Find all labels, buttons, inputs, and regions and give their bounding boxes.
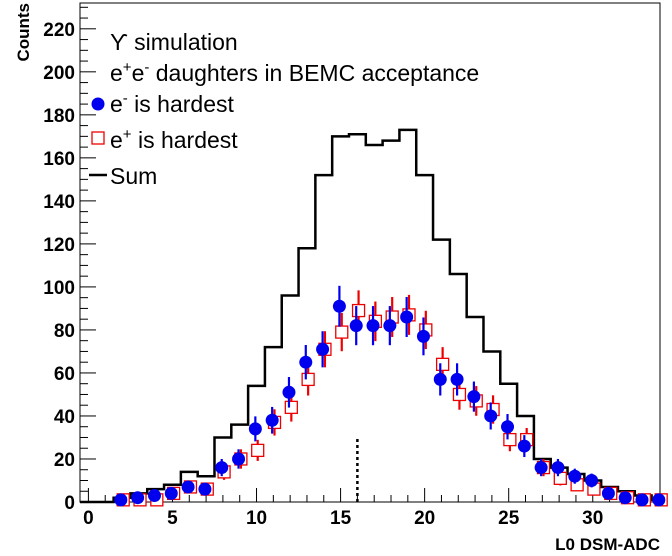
y-tick-label: 20: [54, 450, 75, 471]
legend-positron-marker: [91, 131, 105, 145]
plot-frame: [79, 2, 661, 503]
positron-point: [553, 471, 567, 485]
electron-point: [215, 461, 229, 475]
y-tick-label: 0: [64, 493, 75, 514]
x-tick-label: 0: [83, 508, 94, 529]
x-tick-label: 5: [167, 508, 178, 529]
positron-point: [301, 372, 315, 387]
data-marks: [80, 128, 668, 507]
x-tick-label: 20: [414, 508, 435, 529]
positron-point: [284, 400, 298, 415]
electron-point: [400, 310, 414, 324]
positron-point: [435, 357, 450, 371]
x-tick-label: 10: [246, 508, 267, 529]
y-tick-label: 60: [54, 364, 75, 385]
electron-point: [232, 452, 246, 466]
legend-subtitle: e+e- daughters in BEMC acceptance: [110, 59, 479, 86]
electron-point: [467, 390, 481, 404]
electron-point: [433, 372, 447, 386]
electron-point: [332, 299, 346, 313]
legend-electron-marker: [91, 97, 105, 111]
y-tick-label: 40: [54, 407, 75, 428]
electron-point: [618, 491, 632, 505]
electron-point: [450, 372, 464, 386]
electron-point: [383, 319, 397, 333]
electron-point: [484, 409, 498, 423]
axes: 0 5 10 15 20 25 30 0 20 40 60 80 100 120 140 160 180 200 2…: [43, 6, 644, 529]
legend-title: ϒ simulation: [110, 29, 238, 55]
electron-point: [114, 493, 128, 507]
x-tick-label: 25: [498, 508, 520, 529]
electron-point: [534, 461, 548, 475]
y-tick-label: 160: [43, 149, 75, 170]
legend: ϒ simulation e+e- daughters in BEMC acce…: [89, 29, 479, 189]
electron-point: [601, 486, 615, 500]
upsilon-symbol: ϒ: [110, 29, 128, 55]
positron-point: [503, 432, 517, 447]
electron-point: [551, 461, 565, 475]
electron-point: [366, 319, 380, 333]
electron-point: [265, 413, 279, 427]
electron-point: [501, 420, 515, 434]
positron-point: [452, 387, 467, 402]
electron-point: [517, 439, 531, 453]
electron-point: [316, 342, 330, 356]
electron-point: [585, 473, 599, 487]
y-tick-label: 200: [43, 63, 75, 84]
y-tick-label: 220: [43, 20, 75, 41]
electron-point: [282, 385, 296, 399]
legend-sum-label: Sum: [110, 163, 157, 189]
y-tick-label: 180: [43, 106, 75, 127]
y-tick-label: 120: [43, 235, 75, 256]
x-tick-label: 30: [582, 508, 603, 529]
y-axis-title: Counts: [14, 3, 33, 62]
electron-point: [248, 422, 262, 436]
electron-point: [416, 329, 430, 343]
positron-point: [335, 325, 349, 339]
electron-point: [147, 489, 161, 503]
electron-point: [164, 486, 178, 500]
electron-point: [181, 480, 195, 494]
electron-point: [198, 482, 212, 496]
y-tick-label: 140: [43, 192, 75, 213]
sum-histogram-line: [80, 128, 660, 504]
electron-point: [349, 319, 363, 333]
electron-point: [131, 491, 145, 505]
legend-positron-label: e+ is hardest: [110, 126, 238, 153]
electron-point: [568, 469, 582, 483]
y-tick-label: 80: [54, 321, 75, 342]
x-tick-label: 15: [330, 508, 352, 529]
electron-point: [635, 493, 649, 507]
y-tick-label: 100: [43, 278, 75, 299]
x-axis-title: L0 DSM-ADC: [555, 535, 660, 554]
electron-point: [299, 355, 313, 369]
positron-point: [251, 443, 265, 458]
legend-electron-label: e- is hardest: [110, 90, 235, 117]
positron-point: [351, 303, 366, 318]
electron-point: [652, 493, 666, 507]
